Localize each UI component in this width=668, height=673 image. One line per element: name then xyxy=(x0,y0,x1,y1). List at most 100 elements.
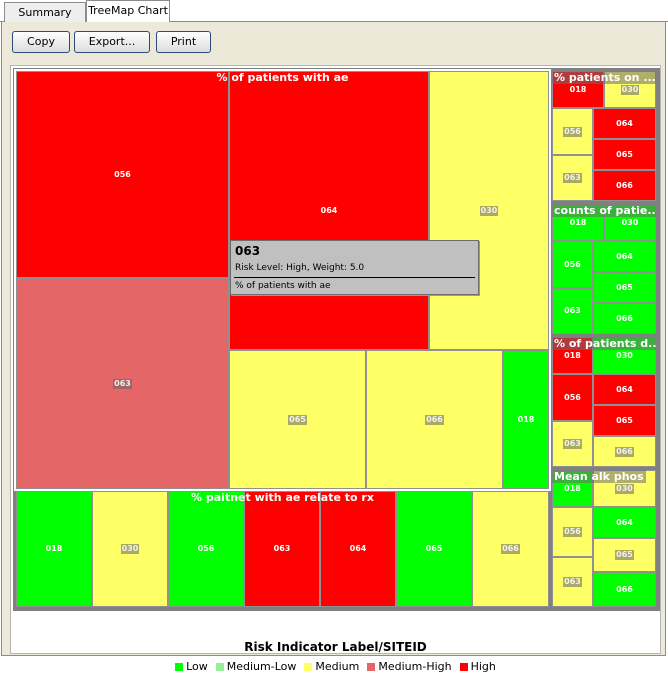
treemap-cell[interactable]: 063 xyxy=(552,557,593,607)
treemap-cell[interactable]: 063 xyxy=(244,491,320,607)
cell-label: 056 xyxy=(564,259,581,269)
tab-strip: Summary Table TreeMap Chart xyxy=(0,0,668,38)
cell-label: 063 xyxy=(563,439,582,449)
legend-item: Low xyxy=(175,660,208,673)
treemap-cell[interactable]: 018 xyxy=(552,337,593,374)
legend-swatch xyxy=(367,662,376,671)
tab-summary-table[interactable]: Summary Table xyxy=(4,2,86,38)
treemap-cell[interactable]: 065 xyxy=(593,405,656,436)
treemap-cell[interactable]: 056 xyxy=(16,71,229,278)
treemap-cell[interactable]: 063 xyxy=(552,155,593,201)
print-button[interactable]: Print xyxy=(156,31,211,53)
treemap-cell[interactable]: 018 xyxy=(503,350,549,489)
export-button[interactable]: Export... xyxy=(74,31,150,53)
treemap-cell[interactable]: 064 xyxy=(593,108,656,139)
treemap-cell[interactable]: 030 xyxy=(604,204,656,241)
treemap-cell[interactable]: 064 xyxy=(593,374,656,405)
cell-label: 030 xyxy=(479,205,499,216)
treemap-panel: Copy Export... Print 056 063 064 030 065 066 0… xyxy=(1,22,666,673)
treemap-cell[interactable]: 056 xyxy=(552,507,593,557)
treemap-cell[interactable]: 056 xyxy=(552,241,593,288)
treemap-cell[interactable]: 056 xyxy=(552,374,593,421)
treemap-cell[interactable]: 064 xyxy=(320,491,396,607)
legend-swatch xyxy=(304,662,313,671)
cell-label: 056 xyxy=(564,392,581,402)
cell-label: 063 xyxy=(563,173,582,183)
treemap-cell[interactable]: 056 xyxy=(168,491,244,607)
cell-label: 066 xyxy=(616,313,633,323)
cell-label: 066 xyxy=(501,544,520,554)
cell-label: 064 xyxy=(616,118,633,128)
treemap-cell[interactable]: 066 xyxy=(472,491,549,607)
treemap-cell[interactable]: 030 xyxy=(429,71,549,350)
cell-label: 030 xyxy=(621,217,639,227)
legend-label: Medium-High xyxy=(378,660,452,673)
treemap-group[interactable]: 018 030 056 064 065 063 066 Mean alk phos xyxy=(552,470,656,607)
legend-swatch xyxy=(215,662,224,671)
treemap-cell[interactable]: 064 xyxy=(229,71,429,350)
cell-label: 063 xyxy=(273,544,291,553)
treemap-cell[interactable]: 030 xyxy=(92,491,168,607)
cell-label: 018 xyxy=(569,217,587,227)
legend: Low Medium-Low Medium Medium-High High xyxy=(11,660,660,673)
cell-label: 063 xyxy=(563,577,582,587)
tooltip: 063 Risk Level: High, Weight: 5.0 % of p… xyxy=(230,240,479,295)
treemap-cell[interactable]: 063 xyxy=(552,421,593,467)
cell-label: 018 xyxy=(45,544,63,553)
treemap-cell[interactable]: 030 xyxy=(593,470,656,507)
treemap-cell[interactable]: 056 xyxy=(552,108,593,155)
cell-label: 018 xyxy=(569,84,587,94)
legend-label: Low xyxy=(186,660,208,673)
cell-label: 065 xyxy=(616,282,633,292)
cell-label: 065 xyxy=(425,544,443,553)
cell-label: 064 xyxy=(616,384,633,394)
cell-label: 063 xyxy=(113,378,132,389)
tooltip-metric: % of patients with ae xyxy=(235,281,331,291)
treemap-group[interactable]: 018 030 056 063 064 065 066% paitnet with ae r… xyxy=(16,491,549,607)
cell-label: 065 xyxy=(616,149,633,159)
cell-label: 018 xyxy=(564,483,581,493)
copy-button[interactable]: Copy xyxy=(12,31,70,53)
treemap-group[interactable]: 056 063 064 030 065 066 018 % of patients with … xyxy=(14,69,551,491)
treemap-cell[interactable]: 018 xyxy=(552,71,604,108)
treemap-cell[interactable]: 066 xyxy=(593,436,656,467)
treemap-group[interactable]: 018 030 064 056 065 063 066 counts of patie... xyxy=(552,204,656,334)
treemap-cell[interactable]: 065 xyxy=(396,491,472,607)
treemap-cell[interactable]: 066 xyxy=(593,303,656,334)
cell-label: 063 xyxy=(564,306,581,315)
cell-label: 056 xyxy=(114,169,131,179)
treemap-group[interactable]: 018 030 056 064 065 063 066% patients on ... xyxy=(552,71,656,201)
chart-area: 056 063 064 030 065 066 018 % of patients with … xyxy=(10,65,661,673)
treemap-cell[interactable]: 018 xyxy=(552,470,593,507)
treemap-cell[interactable]: 063 xyxy=(552,288,593,334)
treemap-cell[interactable]: 063 xyxy=(16,278,229,489)
cell-label: 056 xyxy=(563,527,582,537)
treemap-cell[interactable]: 066 xyxy=(593,572,656,607)
treemap-cell[interactable]: 066 xyxy=(366,350,503,489)
treemap-cell[interactable]: 064 xyxy=(593,241,656,272)
legend-item: Medium xyxy=(304,660,359,673)
treemap-cell[interactable]: 065 xyxy=(593,272,656,303)
legend-label: Medium-Low xyxy=(226,660,297,673)
treemap-cell[interactable]: 018 xyxy=(16,491,92,607)
treemap-cell[interactable]: 018 xyxy=(552,204,604,241)
treemap-group[interactable]: 018 030 056 064 065 063 066% of patients d... xyxy=(552,337,656,467)
cell-label: 018 xyxy=(564,350,581,360)
treemap-cell[interactable]: 065 xyxy=(229,350,366,489)
cell-label: 064 xyxy=(349,544,367,553)
cell-label: 064 xyxy=(616,251,633,261)
cell-label: 065 xyxy=(615,550,634,560)
tab-treemap-chart[interactable]: TreeMap Chart xyxy=(86,0,170,23)
cell-label: 066 xyxy=(615,446,634,457)
treemap-plot[interactable]: 056 063 064 030 065 066 018 % of patients with … xyxy=(13,68,660,611)
treemap-cell[interactable]: 030 xyxy=(593,337,656,374)
treemap-cell[interactable]: 030 xyxy=(604,71,656,108)
cell-label: 030 xyxy=(616,350,633,360)
treemap-cell[interactable]: 065 xyxy=(593,139,656,170)
tooltip-divider xyxy=(234,277,475,278)
treemap-cell[interactable]: 065 xyxy=(593,538,656,572)
treemap-cell[interactable]: 064 xyxy=(593,507,656,538)
treemap-cell[interactable]: 066 xyxy=(593,170,656,201)
cell-label: 030 xyxy=(615,483,634,494)
